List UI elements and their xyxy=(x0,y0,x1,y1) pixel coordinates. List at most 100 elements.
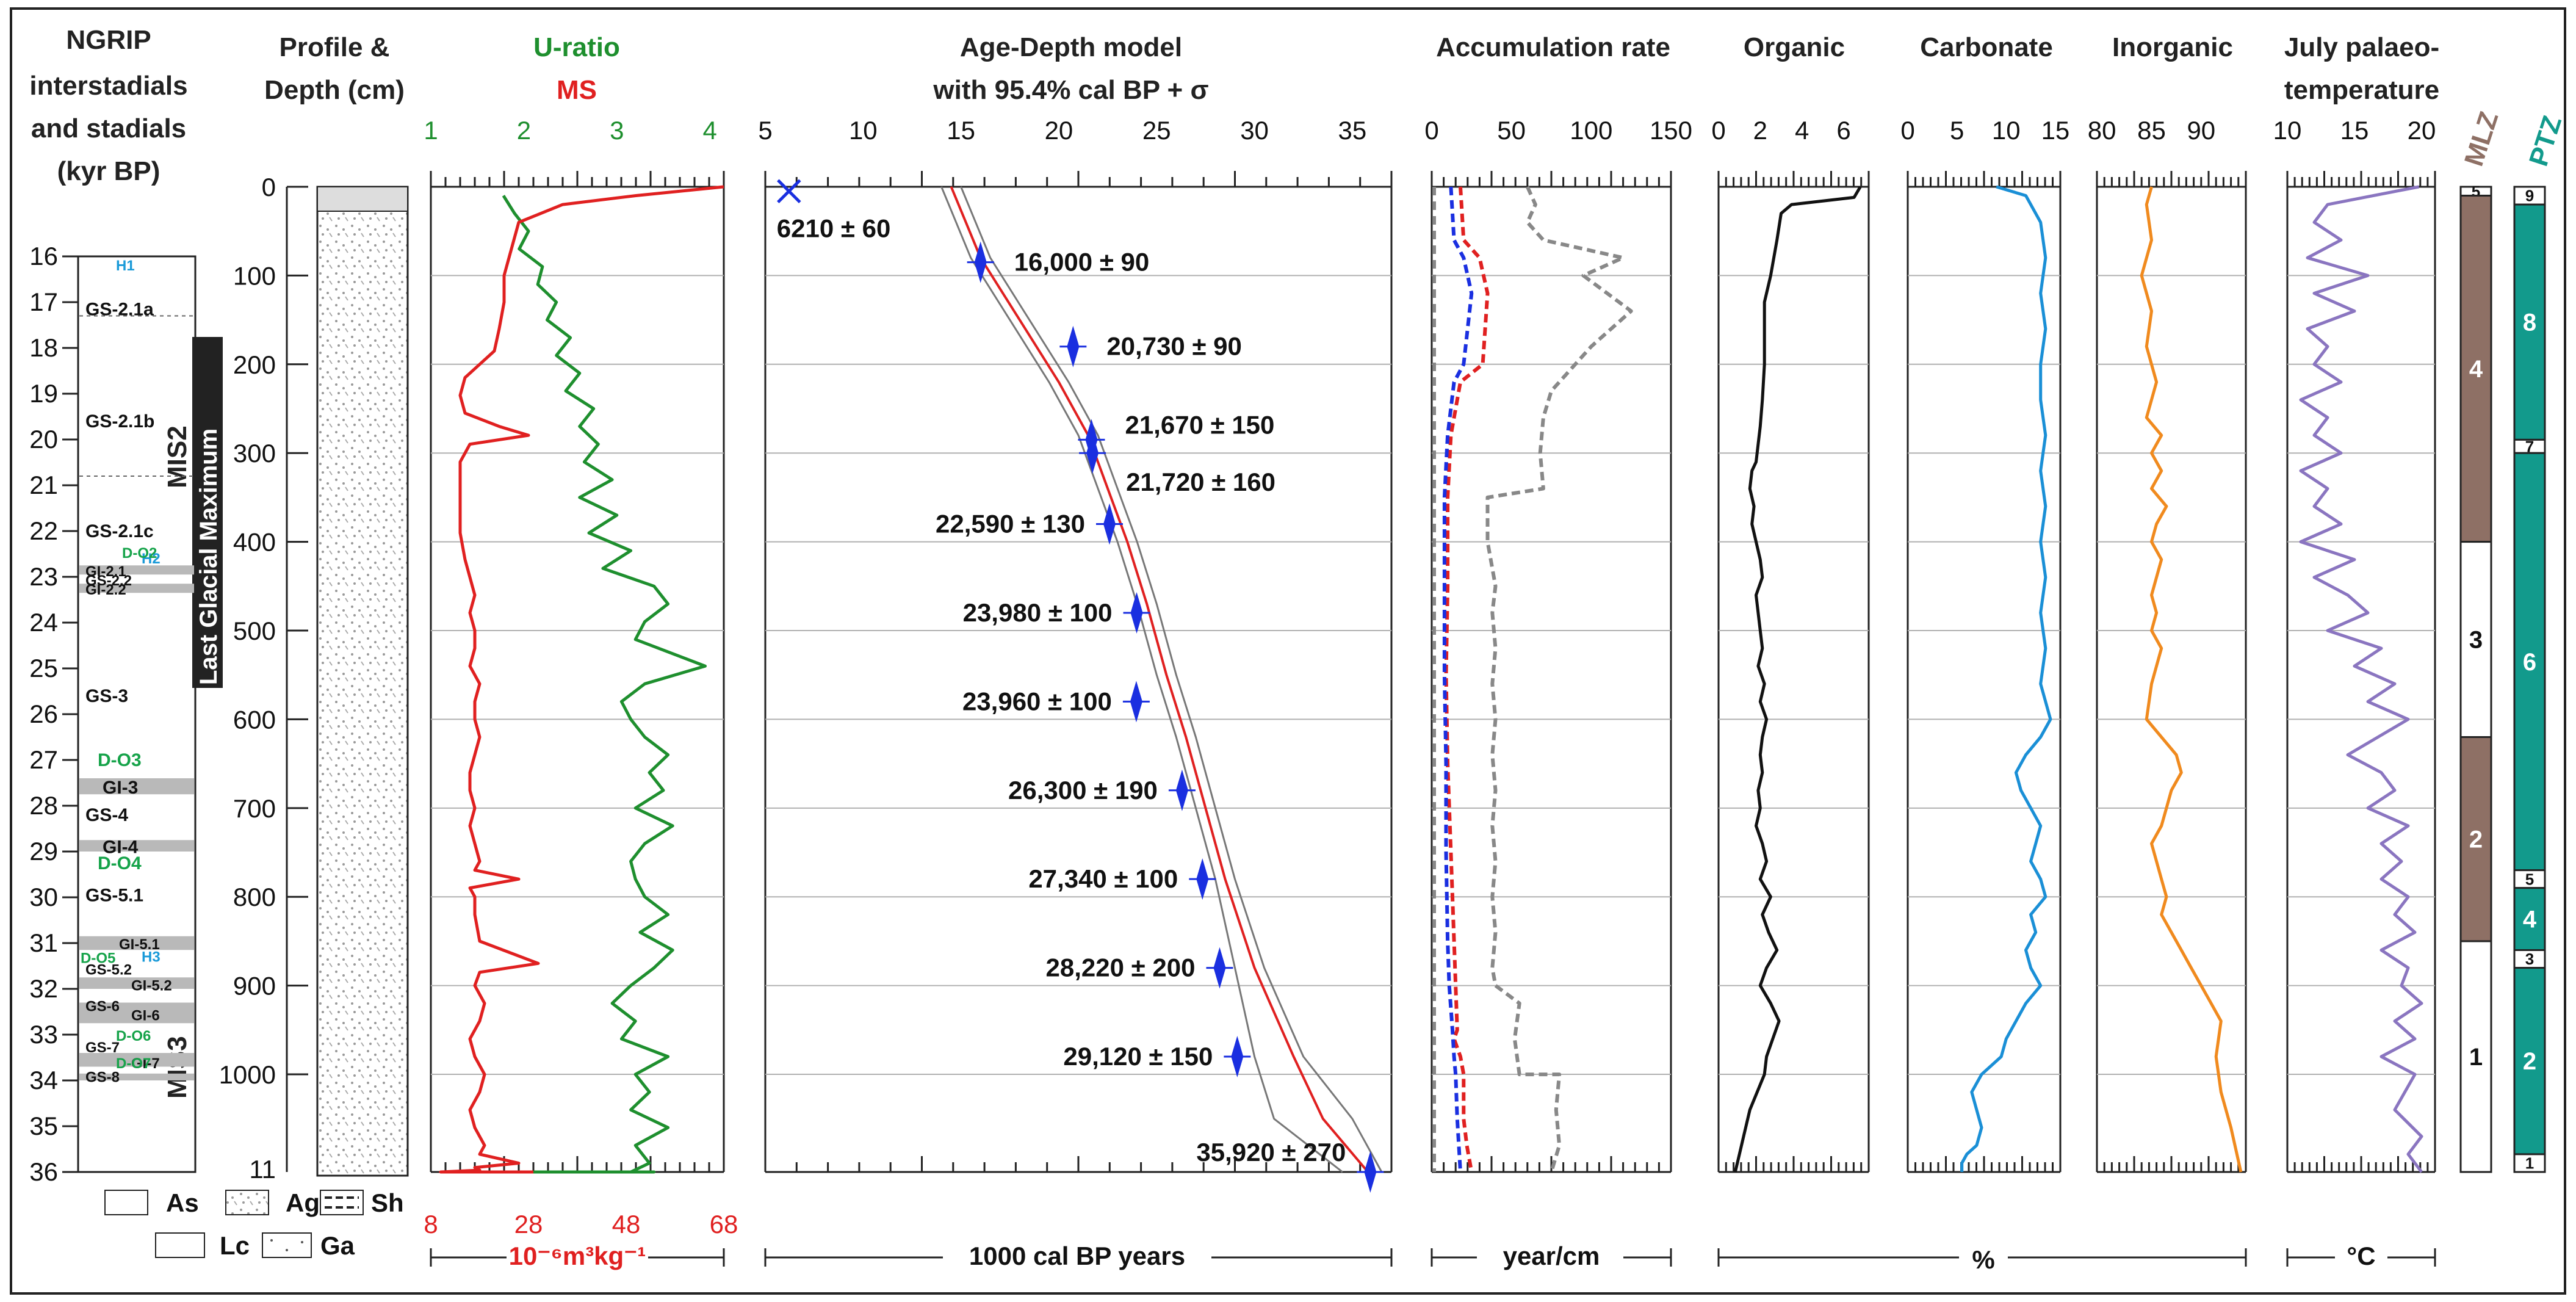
mis2-label: MIS2 xyxy=(162,425,192,488)
date-label: 35,920 ± 270 xyxy=(1196,1138,1346,1166)
date-label: 16,000 ± 90 xyxy=(1014,248,1150,277)
carbonate-tick-label: 15 xyxy=(2041,116,2070,145)
heinrich-event-label: H3 xyxy=(142,949,161,966)
mlz-zone-label: 3 xyxy=(2469,627,2483,654)
legend-ga-label: Ga xyxy=(320,1231,355,1260)
ngrip-stage-label: GS-2.1c xyxy=(85,521,154,541)
depth-tick-label: 0 xyxy=(262,173,276,201)
ngrip-stage-label: GI-2.1 xyxy=(85,563,126,580)
accumulation-unit-backdrop xyxy=(1477,1242,1623,1273)
date-label: 23,980 ± 100 xyxy=(963,598,1113,627)
ptz-zone xyxy=(2513,869,2546,889)
age-model-tick-label: 5 xyxy=(758,116,772,145)
figure-frame xyxy=(10,7,2566,1295)
ptz-zone-label: 2 xyxy=(2523,1048,2536,1075)
age-model-lower-envelope xyxy=(960,186,1383,1173)
legend-ga-dot-3 xyxy=(301,1241,303,1243)
column-headers: NGRIP interstadials and stadials (kyr BP… xyxy=(29,25,2567,186)
ngrip-column: Last Glacial Maximum MIS2 MIS3 16 17 18 19 2… xyxy=(29,242,223,1186)
ngrip-stage-label: GS-6 xyxy=(85,998,120,1014)
uratio-tick-label: 3 xyxy=(610,116,624,145)
ms-tick-label: 48 xyxy=(612,1210,641,1239)
inorganic-tick-label: 90 xyxy=(2187,116,2215,145)
date-label: 21,670 ± 150 xyxy=(1125,410,1274,439)
legend-ga-dot-1 xyxy=(270,1239,273,1242)
ngrip-stage-label: GS-2.1b xyxy=(85,411,154,432)
temperature-tick-label: 20 xyxy=(2408,116,2436,145)
ms-tick-label: 28 xyxy=(514,1210,543,1239)
depth-axis: 0 100 200 300 400 500 600 700 800 900 1000 11 xyxy=(219,173,308,1184)
temperature-tick-label: 15 xyxy=(2340,116,2369,145)
carbonate-series-line xyxy=(1960,185,2052,1172)
profile-title-line-1: Profile & xyxy=(280,32,390,62)
ngrip-stage-label: GS-2.1a xyxy=(85,299,154,319)
ngrip-age-label: 24 xyxy=(29,608,58,637)
age-unit-label: 1000 cal BP years xyxy=(969,1242,1185,1270)
depth-tick-label: 400 xyxy=(233,528,276,557)
ngrip-age-label: 19 xyxy=(29,379,58,408)
ngrip-title-line-2: interstadials xyxy=(29,71,187,101)
ngrip-title-line-4: (kyr BP) xyxy=(57,156,161,186)
interstadial-band xyxy=(79,1073,194,1080)
mlz-zone-label: 2 xyxy=(2469,826,2483,853)
depth-tick-label: 300 xyxy=(233,439,276,468)
ptz-zone xyxy=(2513,452,2546,872)
ms-unit-label: 10⁻⁶m³kg⁻¹ xyxy=(509,1242,646,1270)
inorganic-header: Inorganic xyxy=(2112,32,2233,62)
legend-ag-swatch xyxy=(225,1190,269,1215)
organic-tick-label: 0 xyxy=(1711,116,1725,145)
age-model-tick-label: 35 xyxy=(1338,116,1367,145)
date-label: 20,730 ± 90 xyxy=(1106,332,1242,361)
inorganic-series-line xyxy=(2140,186,2243,1173)
ngrip-stage-label: GS-4 xyxy=(85,805,128,825)
ptz-zone-label: 3 xyxy=(2525,950,2534,968)
lgm-bar xyxy=(192,337,223,688)
ngrip-age-label: 27 xyxy=(29,745,58,774)
ngrip-age-label: 22 xyxy=(29,516,58,545)
ngrip-age-label: 18 xyxy=(29,333,58,362)
interstadial-band xyxy=(79,584,194,593)
ngrip-age-label: 33 xyxy=(29,1020,58,1049)
do-event-label: D-O3 xyxy=(98,750,142,770)
accumulation-tick-label: 0 xyxy=(1424,116,1438,145)
organic-series-line xyxy=(1733,186,1862,1173)
ptz-zone xyxy=(2513,203,2546,441)
ptz-zone xyxy=(2513,1153,2546,1173)
temperature-series-line xyxy=(2299,185,2423,1173)
temperature-unit-backdrop xyxy=(2335,1242,2387,1273)
ngrip-stage-label: GI-4 xyxy=(103,837,139,858)
do-event-label: D-O6 xyxy=(116,1028,151,1044)
ngrip-age-label: 32 xyxy=(29,974,58,1003)
ngrip-age-label: 20 xyxy=(29,425,58,454)
accumulation-tick-label: 150 xyxy=(1650,116,1692,145)
rejected-date-marker xyxy=(777,179,801,204)
ngrip-stage-label: GI-6 xyxy=(131,1007,160,1024)
ngrip-age-label: 23 xyxy=(29,562,58,591)
depth-tick-label: 600 xyxy=(233,705,276,734)
temperature-unit-label: °C xyxy=(2347,1242,2375,1270)
ngrip-title-line-3: and stadials xyxy=(31,114,186,143)
depth-tick-label: 200 xyxy=(233,350,276,379)
depth-tick-label: 900 xyxy=(233,972,276,1000)
legend-as-label: As xyxy=(166,1188,199,1217)
ngrip-stage-label: GS-5.2 xyxy=(85,961,132,978)
profile-title-line-2: Depth (cm) xyxy=(264,75,405,105)
ptz-zone-label: 5 xyxy=(2525,870,2534,888)
carbonate-tick-label: 0 xyxy=(1900,116,1914,145)
organic-header: Organic xyxy=(1744,32,1845,62)
ms-tick-label: 8 xyxy=(424,1210,438,1239)
date-label: 26,300 ± 190 xyxy=(1008,776,1158,805)
ngrip-stage-label: GI-3 xyxy=(103,778,138,798)
interstadial-band xyxy=(79,977,194,989)
date-label: 27,340 ± 100 xyxy=(1028,864,1178,893)
ms-unit-backdrop xyxy=(507,1242,648,1273)
ptz-zone xyxy=(2513,967,2546,1156)
age-model-tick-label: 15 xyxy=(947,116,975,145)
legend-ga-dot-2 xyxy=(286,1249,288,1251)
age-model-tick-label: 30 xyxy=(1240,116,1269,145)
date-label: 23,960 ± 100 xyxy=(962,687,1112,715)
date-label: 29,120 ± 150 xyxy=(1063,1042,1213,1071)
mis3-label: MIS3 xyxy=(162,1036,192,1099)
do-event-label: D-O4 xyxy=(98,853,142,873)
